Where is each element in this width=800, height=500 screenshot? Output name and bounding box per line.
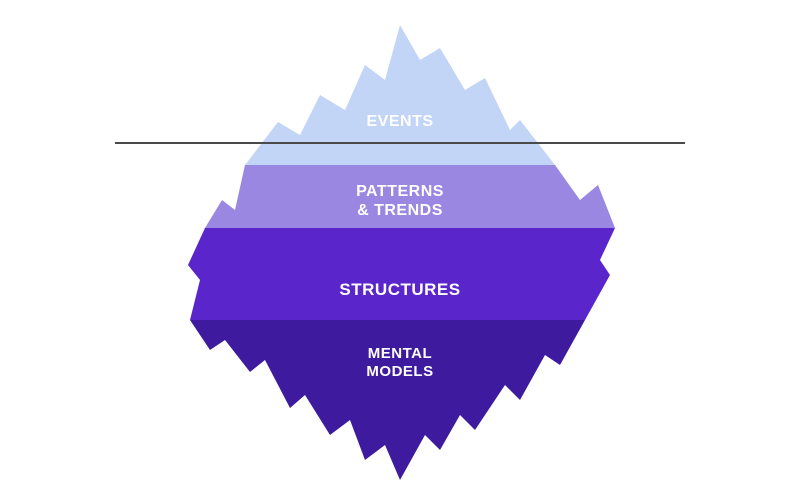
iceberg-diagram: EVENTS PATTERNS & TRENDS STRUCTURES MENT… — [0, 0, 800, 500]
label-structures: STRUCTURES — [339, 280, 460, 300]
waterline — [115, 142, 685, 144]
label-patterns: PATTERNS & TRENDS — [356, 182, 444, 220]
label-events: EVENTS — [366, 112, 433, 131]
layer-mental-models-shape — [190, 320, 585, 480]
label-mental-models: MENTAL MODELS — [366, 345, 433, 381]
layer-events-shape — [245, 25, 555, 165]
iceberg-shape — [0, 0, 800, 500]
layer-structures-shape — [188, 228, 615, 320]
